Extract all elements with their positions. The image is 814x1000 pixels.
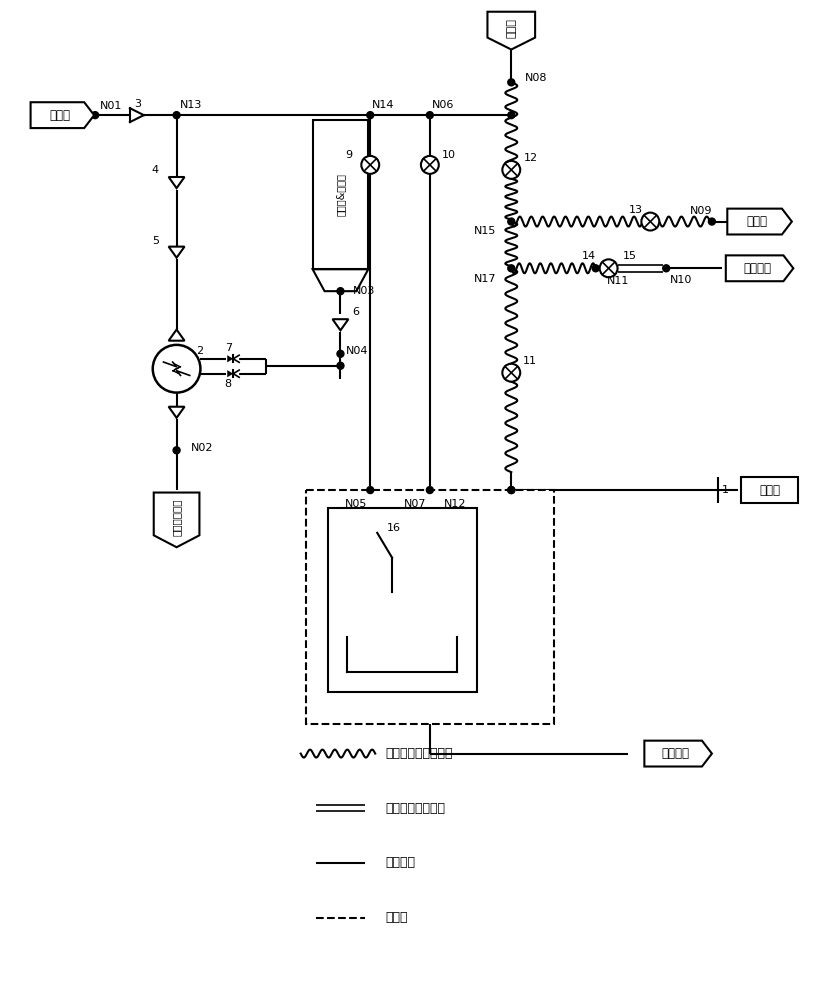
Text: N14: N14 xyxy=(372,100,395,110)
Text: N07: N07 xyxy=(405,499,427,509)
Text: 至地面排水沟: 至地面排水沟 xyxy=(172,498,182,536)
Text: 14: 14 xyxy=(582,251,596,261)
Text: 屏蔽层: 屏蔽层 xyxy=(385,911,408,924)
Text: 带保温结构的管线: 带保温结构的管线 xyxy=(385,802,445,815)
Text: 普通管线: 普通管线 xyxy=(385,856,415,869)
Polygon shape xyxy=(233,370,239,377)
Text: 5: 5 xyxy=(151,236,159,246)
Circle shape xyxy=(173,112,180,119)
Text: N11: N11 xyxy=(607,276,630,286)
Circle shape xyxy=(708,218,716,225)
Text: 15: 15 xyxy=(623,251,637,261)
Polygon shape xyxy=(726,255,794,281)
Text: N09: N09 xyxy=(690,206,712,216)
Text: N01: N01 xyxy=(100,101,122,111)
Circle shape xyxy=(337,288,344,295)
Text: 6: 6 xyxy=(352,307,359,317)
Text: N08: N08 xyxy=(525,73,548,83)
FancyBboxPatch shape xyxy=(327,508,476,692)
Text: N03: N03 xyxy=(352,286,374,296)
Text: N05: N05 xyxy=(345,499,367,509)
Text: 4: 4 xyxy=(151,165,159,175)
Text: N17: N17 xyxy=(474,274,497,284)
Text: N12: N12 xyxy=(444,499,466,509)
Text: N02: N02 xyxy=(190,443,213,453)
Text: 8: 8 xyxy=(225,379,232,389)
Text: 2: 2 xyxy=(196,346,204,356)
Polygon shape xyxy=(227,370,233,377)
Circle shape xyxy=(337,350,344,357)
Text: N04: N04 xyxy=(345,346,368,356)
Polygon shape xyxy=(645,741,712,767)
Circle shape xyxy=(361,156,379,174)
Circle shape xyxy=(508,112,514,119)
Text: 至风机: 至风机 xyxy=(759,484,780,497)
Text: 13: 13 xyxy=(628,205,642,215)
Text: N10: N10 xyxy=(670,275,693,285)
Text: 带硼伴热结构的管线: 带硼伴热结构的管线 xyxy=(385,747,453,760)
Polygon shape xyxy=(332,319,348,330)
Circle shape xyxy=(508,218,514,225)
Circle shape xyxy=(593,265,599,272)
Text: 除盐水: 除盐水 xyxy=(50,109,70,122)
Circle shape xyxy=(502,364,520,382)
Polygon shape xyxy=(168,407,185,418)
Text: 9: 9 xyxy=(345,150,352,160)
Circle shape xyxy=(92,112,98,119)
Polygon shape xyxy=(727,209,792,234)
Polygon shape xyxy=(227,355,233,362)
Circle shape xyxy=(508,487,514,494)
Polygon shape xyxy=(154,493,199,547)
Polygon shape xyxy=(168,330,185,341)
Text: 压缩空气: 压缩空气 xyxy=(743,262,771,275)
Circle shape xyxy=(508,79,514,86)
Polygon shape xyxy=(313,269,368,291)
Text: 3: 3 xyxy=(134,99,142,109)
FancyBboxPatch shape xyxy=(741,477,799,503)
FancyBboxPatch shape xyxy=(306,490,554,724)
Text: 7: 7 xyxy=(225,343,232,353)
Text: 蒸馏液&冷凝水: 蒸馏液&冷凝水 xyxy=(335,173,345,216)
Text: N06: N06 xyxy=(432,100,454,110)
Polygon shape xyxy=(168,177,185,188)
Text: N13: N13 xyxy=(180,100,202,110)
Circle shape xyxy=(508,487,514,494)
Polygon shape xyxy=(488,12,535,50)
Circle shape xyxy=(337,362,344,369)
Text: 10: 10 xyxy=(442,150,456,160)
Text: 12: 12 xyxy=(524,153,538,163)
Polygon shape xyxy=(233,355,239,362)
Circle shape xyxy=(427,487,433,494)
Circle shape xyxy=(663,265,670,272)
Circle shape xyxy=(641,213,659,231)
Polygon shape xyxy=(168,247,185,258)
Circle shape xyxy=(421,156,439,174)
Text: 回流液: 回流液 xyxy=(746,215,768,228)
Text: N15: N15 xyxy=(474,227,497,236)
Circle shape xyxy=(508,265,514,272)
Circle shape xyxy=(153,345,200,393)
Text: 化学排水: 化学排水 xyxy=(662,747,689,760)
Circle shape xyxy=(502,161,520,179)
Text: 1: 1 xyxy=(722,485,729,495)
FancyBboxPatch shape xyxy=(313,120,368,269)
Circle shape xyxy=(367,487,374,494)
Circle shape xyxy=(367,112,374,119)
Text: 浓缩液: 浓缩液 xyxy=(506,18,516,38)
Circle shape xyxy=(427,112,433,119)
Polygon shape xyxy=(31,102,94,128)
Circle shape xyxy=(173,447,180,454)
Circle shape xyxy=(600,259,618,277)
Text: 11: 11 xyxy=(523,356,537,366)
Text: 16: 16 xyxy=(387,523,401,533)
